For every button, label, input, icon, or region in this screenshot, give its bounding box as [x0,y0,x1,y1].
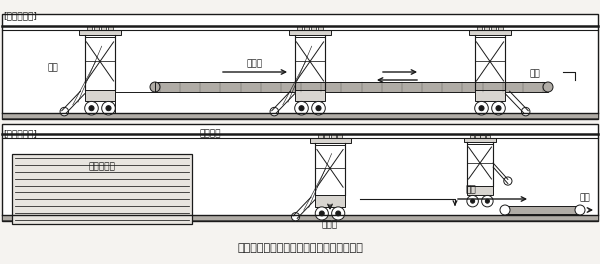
Bar [477,26,482,30]
Text: 牛へ: 牛へ [579,193,590,202]
Bar [475,89,505,101]
Circle shape [106,106,111,111]
Text: 踏圧: 踏圧 [530,69,541,78]
Circle shape [316,106,321,111]
Bar [464,138,496,142]
Bar [107,26,113,30]
Bar [317,26,323,30]
Bar [311,26,316,30]
Bar [155,82,548,92]
Circle shape [482,195,493,207]
Circle shape [496,106,501,111]
Bar [297,26,302,30]
Circle shape [312,101,325,115]
Bar [295,89,325,101]
Bar [505,206,580,214]
Bar [331,134,336,138]
Bar [486,135,490,138]
Bar [310,138,350,143]
Text: 積込み: 積込み [247,59,263,68]
Circle shape [295,101,308,115]
Bar [324,134,329,138]
Bar [467,186,493,195]
Bar [12,154,192,224]
Circle shape [485,199,490,203]
Bar [491,26,496,30]
Bar [2,113,598,118]
Bar [85,89,115,101]
Circle shape [504,177,512,185]
Bar [2,124,598,221]
Bar [94,26,99,30]
Circle shape [292,213,299,221]
Text: 排出: 排出 [465,185,476,194]
Text: 切出し: 切出し [322,220,338,229]
Bar [79,30,121,35]
Circle shape [270,107,278,116]
Text: 材料: 材料 [47,64,58,73]
Circle shape [85,101,98,115]
Circle shape [543,82,553,92]
Bar [87,26,92,30]
Bar [337,134,342,138]
Bar [475,135,479,138]
Circle shape [315,207,328,220]
Text: [詰込み作業]: [詰込み作業] [3,11,37,20]
Bar [318,134,323,138]
Circle shape [475,101,488,115]
Bar [2,14,598,119]
Bar [101,26,106,30]
Circle shape [60,107,68,116]
Circle shape [467,195,478,207]
Bar [484,26,489,30]
Circle shape [101,101,115,115]
Circle shape [336,211,341,216]
Bar [497,26,503,30]
Bar [481,135,485,138]
Bar [304,26,309,30]
Circle shape [332,207,345,220]
Circle shape [492,101,505,115]
Bar [469,30,511,35]
Text: 材料搭載: 材料搭載 [200,130,221,139]
Circle shape [470,199,475,203]
Text: [取出し作業]: [取出し作業] [3,130,37,139]
Circle shape [299,106,304,111]
Circle shape [150,82,160,92]
Circle shape [89,106,94,111]
Text: サイレージ: サイレージ [89,163,115,172]
Circle shape [479,106,484,111]
Circle shape [319,211,324,216]
Bar [289,30,331,35]
Bar [2,215,598,220]
Bar [315,195,345,207]
Circle shape [500,205,510,215]
Bar [470,135,474,138]
Circle shape [521,107,530,116]
Text: 围　自動詰込み・取出し装置による作業例: 围 自動詰込み・取出し装置による作業例 [237,243,363,253]
Circle shape [575,205,585,215]
